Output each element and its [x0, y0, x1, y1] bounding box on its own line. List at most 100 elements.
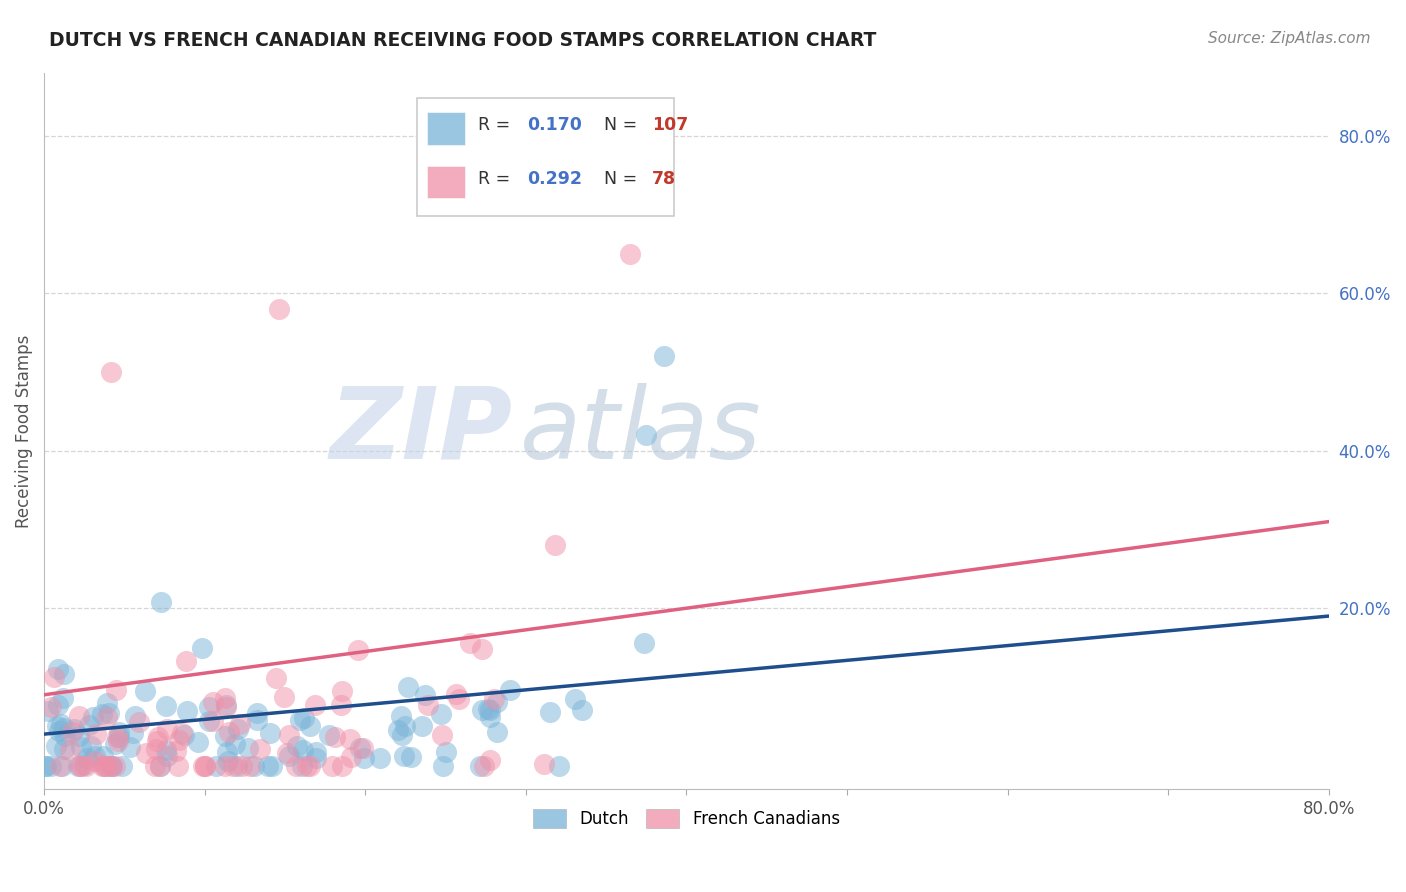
- Point: [477, 702, 499, 716]
- Point: [633, 636, 655, 650]
- Point: [52, 722, 75, 736]
- Point: [49, 758, 72, 772]
- Point: [458, 635, 481, 649]
- Text: Source: ZipAtlas.com: Source: ZipAtlas.com: [1208, 31, 1371, 46]
- Point: [485, 695, 508, 709]
- Point: [256, 758, 278, 772]
- Point: [124, 708, 146, 723]
- Text: 0.170: 0.170: [527, 116, 582, 135]
- Point: [299, 719, 322, 733]
- Point: [391, 727, 413, 741]
- Point: [45, 739, 67, 754]
- Point: [166, 758, 188, 772]
- Point: [156, 748, 179, 763]
- Point: [70, 740, 93, 755]
- Point: [84, 754, 107, 768]
- Point: [242, 758, 264, 772]
- Point: [246, 713, 269, 727]
- Point: [472, 758, 495, 772]
- Point: [479, 703, 502, 717]
- Text: R =: R =: [478, 116, 516, 135]
- Point: [239, 758, 262, 772]
- Point: [619, 247, 641, 261]
- Point: [636, 428, 658, 442]
- FancyBboxPatch shape: [416, 98, 673, 216]
- Point: [222, 758, 245, 772]
- Point: [83, 749, 105, 764]
- Point: [148, 758, 170, 772]
- Point: [340, 749, 363, 764]
- Point: [80, 739, 103, 753]
- Point: [155, 699, 177, 714]
- Point: [94, 758, 117, 772]
- Point: [434, 745, 457, 759]
- Point: [155, 743, 177, 757]
- Point: [104, 683, 127, 698]
- Point: [269, 302, 291, 317]
- Point: [548, 758, 571, 772]
- Point: [471, 641, 494, 656]
- Point: [187, 734, 209, 748]
- Point: [249, 742, 271, 756]
- Point: [53, 667, 76, 681]
- Point: [84, 727, 107, 741]
- Point: [285, 739, 308, 753]
- Point: [90, 707, 112, 722]
- Point: [108, 724, 131, 739]
- Point: [533, 757, 555, 772]
- Point: [297, 758, 319, 772]
- Point: [564, 691, 586, 706]
- Point: [107, 734, 129, 748]
- Point: [105, 730, 128, 744]
- Point: [91, 748, 114, 763]
- Point: [399, 749, 422, 764]
- Point: [174, 654, 197, 668]
- Point: [51, 717, 73, 731]
- Point: [70, 758, 93, 772]
- Point: [499, 682, 522, 697]
- Point: [122, 726, 145, 740]
- Point: [46, 698, 69, 712]
- Text: N =: N =: [605, 170, 643, 188]
- Point: [347, 642, 370, 657]
- Point: [432, 758, 454, 772]
- Point: [482, 692, 505, 706]
- Point: [145, 742, 167, 756]
- Point: [53, 742, 76, 756]
- Point: [73, 758, 96, 772]
- Point: [67, 729, 90, 743]
- Point: [97, 706, 120, 720]
- Point: [48, 662, 70, 676]
- Point: [468, 758, 491, 772]
- Point: [48, 723, 70, 738]
- Point: [290, 713, 312, 727]
- Point: [100, 758, 122, 772]
- FancyBboxPatch shape: [427, 112, 465, 145]
- Point: [63, 723, 86, 737]
- Point: [276, 747, 298, 761]
- Point: [100, 758, 122, 772]
- Point: [321, 758, 343, 772]
- Point: [318, 727, 340, 741]
- Point: [111, 758, 134, 772]
- Point: [165, 744, 187, 758]
- Point: [285, 758, 308, 772]
- Point: [387, 723, 409, 738]
- Point: [201, 714, 224, 728]
- Point: [231, 758, 253, 772]
- Point: [96, 710, 118, 724]
- Point: [323, 730, 346, 744]
- Point: [37, 704, 59, 718]
- Point: [229, 717, 252, 731]
- Point: [292, 743, 315, 757]
- Point: [75, 758, 97, 772]
- Point: [330, 684, 353, 698]
- Point: [416, 698, 439, 712]
- Point: [173, 728, 195, 742]
- Point: [194, 758, 217, 772]
- Point: [156, 723, 179, 737]
- Point: [146, 730, 169, 744]
- Point: [167, 733, 190, 747]
- Point: [128, 715, 150, 730]
- Text: R =: R =: [478, 170, 516, 188]
